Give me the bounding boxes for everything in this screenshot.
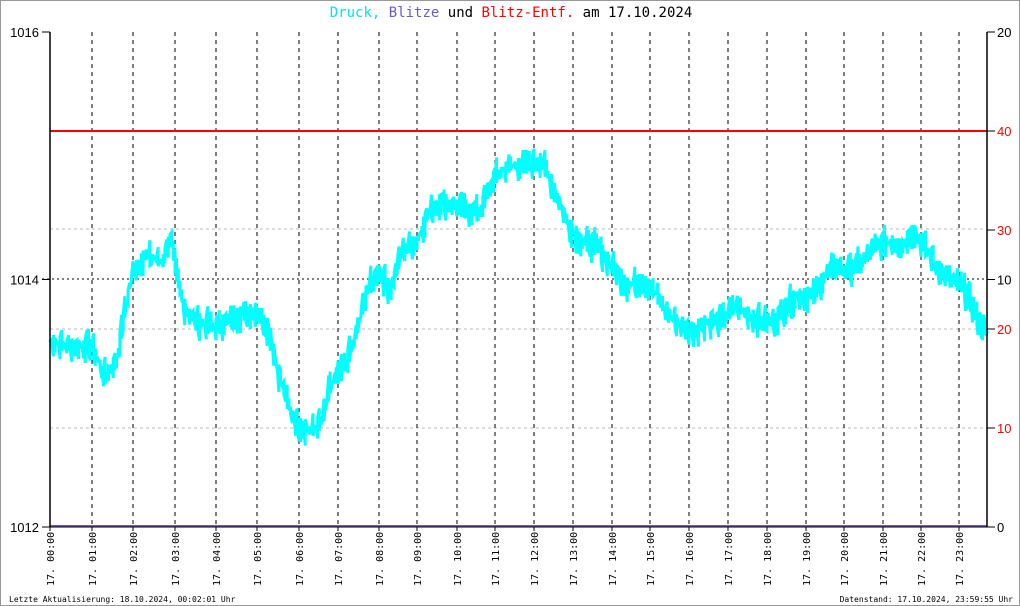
- chart-title: Druck, Blitze und Blitz-Entf. am 17.10.2…: [1, 5, 1019, 21]
- x-tick-label: 17. 09:00: [413, 532, 424, 586]
- x-tick-label: 17. 17:00: [724, 532, 735, 586]
- x-tick-label: 17. 21:00: [879, 532, 890, 586]
- left-tick-label: 1016: [10, 25, 39, 40]
- left-tick-label: 1014: [10, 273, 39, 288]
- x-tick-label: 17. 15:00: [646, 532, 657, 586]
- x-tick-label: 17. 05:00: [253, 532, 264, 586]
- x-tick-label: 17. 18:00: [763, 532, 774, 586]
- title-und: und: [447, 5, 474, 21]
- title-date: am 17.10.2024: [582, 5, 693, 21]
- right-tick-label-entf: 30: [997, 223, 1011, 238]
- title-entf: Blitz-Entf.: [481, 5, 575, 21]
- x-tick-label: 17. 01:00: [88, 532, 99, 586]
- right-tick-label-entf: 10: [997, 421, 1011, 436]
- right-tick-label-entf: 20: [997, 322, 1011, 337]
- x-tick-label: 17. 03:00: [171, 532, 182, 586]
- title-blitze: Blitze: [388, 5, 440, 21]
- x-tick-label: 17. 08:00: [375, 532, 386, 586]
- x-tick-label: 17. 13:00: [569, 532, 580, 586]
- x-tick-label: 17. 22:00: [917, 532, 928, 586]
- x-tick-label: 17. 14:00: [608, 532, 619, 586]
- left-tick-label: 1012: [10, 520, 39, 535]
- right-tick-label-blitze: 10: [997, 273, 1011, 288]
- x-tick-label: 17. 00:00: [46, 532, 57, 586]
- right-tick-label-blitze: 0: [997, 520, 1004, 535]
- x-tick-label: 17. 11:00: [491, 532, 502, 586]
- x-tick-label: 17. 04:00: [212, 532, 223, 586]
- x-tick-label: 17. 19:00: [802, 532, 813, 586]
- footer-last-update: Letzte Aktualisierung: 18.10.2024, 00:02…: [9, 595, 236, 604]
- x-tick-label: 17. 06:00: [295, 532, 306, 586]
- druck-line: [48, 148, 989, 446]
- x-tick-label: 17. 10:00: [453, 532, 464, 586]
- x-tick-label: 17. 16:00: [685, 532, 696, 586]
- right-tick-label-blitze: 20: [997, 25, 1011, 40]
- title-druck: Druck,: [329, 5, 381, 21]
- x-tick-label: 17. 02:00: [129, 532, 140, 586]
- x-tick-label: 17. 23:00: [955, 532, 966, 586]
- x-tick-label: 17. 07:00: [334, 532, 345, 586]
- footer-data-status: Datenstand: 17.10.2024, 23:59:55 Uhr: [839, 595, 1013, 604]
- x-tick-label: 17. 20:00: [840, 532, 851, 586]
- x-tick-label: 17. 12:00: [530, 532, 541, 586]
- right-tick-label-entf: 40: [997, 124, 1011, 139]
